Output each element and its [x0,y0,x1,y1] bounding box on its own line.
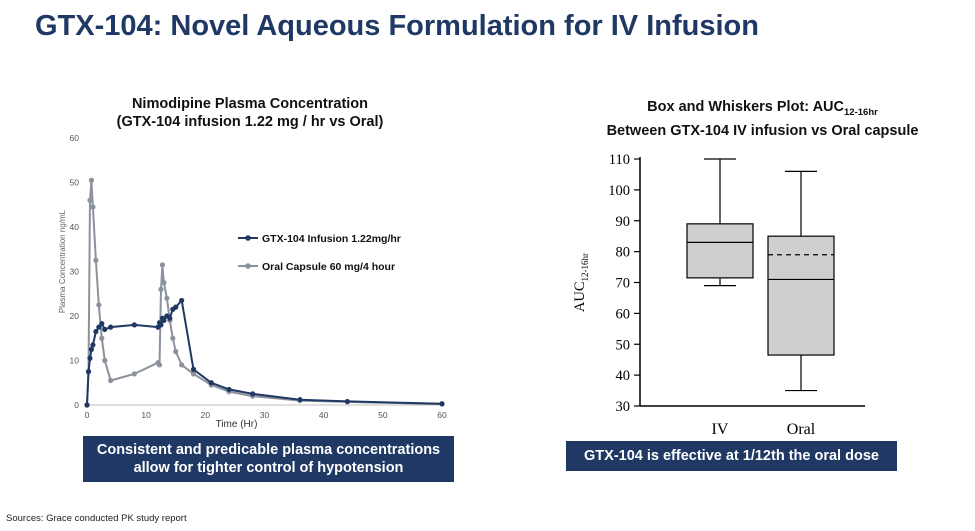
data-point-oral [96,302,102,308]
y-tick-label: 100 [608,183,630,199]
box-chart-callout: GTX-104 is effective at 1/12th the oral … [566,441,897,471]
y-tick-label: 20 [70,311,80,321]
data-point-iv [167,315,173,321]
y-axis-label: Plasma Concentration ng/mL [58,209,67,313]
x-tick-label: 50 [378,410,388,420]
data-point-iv [190,366,197,372]
y-tick-label: 60 [70,133,80,143]
data-point-oral [170,335,176,341]
data-point-iv [161,317,167,324]
data-point-oral [99,335,105,341]
box-chart-title-line2: Between GTX-104 IV infusion vs Oral caps… [606,122,919,139]
box-chart-title-subscript: 12-16hr [844,106,878,118]
data-point-iv [108,324,114,330]
x-tick-label: 0 [85,410,90,420]
y-tick-label: 30 [616,399,631,415]
data-point-oral [90,204,96,210]
y-tick-label: 0 [74,400,79,410]
y-tick-label: 40 [616,368,631,384]
data-point-iv [85,369,92,375]
data-point-iv [96,324,102,330]
y-tick-label: 50 [616,337,631,353]
data-point-iv [158,322,164,328]
data-point-iv [88,346,95,352]
legend-marker [245,235,251,241]
data-point-oral [159,262,166,268]
data-point-oral [93,257,99,263]
data-point-oral [108,377,114,384]
box-chart-title: Box and Whiskers Plot: AUC12-16hr Betwee… [580,98,945,140]
data-point-iv [179,297,185,304]
legend-marker [245,263,251,269]
data-point-oral [131,371,137,377]
data-point-oral [190,371,197,377]
data-point-iv [84,402,90,408]
data-point-iv [208,380,214,386]
data-point-oral [161,280,167,286]
x-axis-label: Time (Hr) [216,419,258,430]
legend-label: Oral Capsule 60 mg/4 hour [262,261,395,273]
series-line-oral [86,179,443,406]
page-title: GTX-104: Novel Aqueous Formulation for I… [35,10,759,42]
line-chart-callout: Consistent and predicable plasma concent… [83,436,454,482]
y-tick-label: 40 [70,222,80,232]
data-point-oral [173,349,179,355]
x-tick-label: 10 [141,410,151,420]
line-chart-title-line1: Nimodipine Plasma Concentration [131,96,369,112]
source-note: Sources: Grace conducted PK study report [6,513,187,524]
data-point-iv [87,355,93,361]
data-point-iv [90,342,96,348]
line-chart-title: Nimodipine Plasma Concentration (GTX-104… [90,95,410,131]
data-point-oral [158,286,164,292]
box-oral [767,235,835,356]
y-tick-label: 30 [70,267,80,277]
data-point-iv [131,322,137,328]
data-point-oral [156,362,163,368]
y-tick-label: 70 [616,276,631,292]
x-tick-label: 20 [201,410,211,420]
x-category-label-oral: Oral [787,421,816,438]
x-tick-label: 30 [260,410,270,420]
data-point-oral [88,177,95,183]
box-chart-title-line1: Box and Whiskers Plot: AUC [647,99,845,115]
data-point-oral [164,295,170,301]
y-tick-label: 50 [70,178,80,188]
y-tick-label: 10 [70,356,80,366]
data-point-oral [102,357,108,364]
data-point-iv [99,320,105,327]
data-point-iv [102,326,108,332]
y-tick-label: 90 [616,214,631,230]
data-point-iv [173,304,179,310]
x-tick-label: 40 [319,410,329,420]
x-category-label-iv: IV [712,421,729,438]
data-point-iv [93,328,99,335]
data-point-iv [344,398,350,405]
data-point-iv [250,391,256,397]
data-point-oral [87,197,93,203]
y-tick-label: 60 [616,306,631,322]
legend-label: GTX-104 Infusion 1.22mg/hr [262,233,401,245]
data-point-iv [226,386,232,393]
y-tick-label: 110 [609,152,630,168]
line-chart-title-line2: (GTX-104 infusion 1.22 mg / hr vs Oral) [116,114,384,130]
data-point-oral [179,362,185,368]
y-axis-label-subscript: 12-16hr [580,253,590,282]
y-axis-label: AUC12-16hr [572,253,590,312]
data-point-iv [297,397,303,403]
x-tick-label: 60 [437,410,447,420]
data-point-iv [439,401,445,407]
y-tick-label: 80 [616,245,631,261]
box-iv [686,223,754,279]
